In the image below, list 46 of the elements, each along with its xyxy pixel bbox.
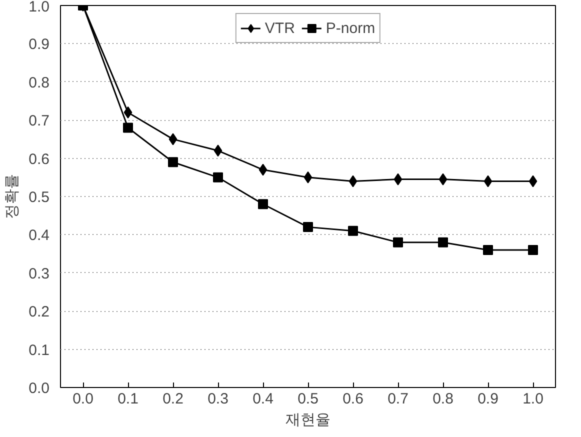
point (258, 164, 268, 176)
point (483, 244, 493, 255)
x-tick-label: 0.4 (252, 390, 274, 408)
y-tick-label: 0.1 (28, 342, 50, 359)
legend-label: P-norm (326, 20, 376, 36)
x-axis-title: 재현율 (286, 412, 330, 428)
point (394, 173, 402, 186)
point (303, 222, 313, 232)
y-tick-label: 0.9 (28, 36, 50, 54)
point (168, 133, 178, 146)
point (304, 171, 312, 184)
point (528, 244, 538, 255)
y-tick-label: 0.7 (28, 112, 50, 130)
x-tick-label: 0.0 (72, 390, 94, 408)
x-tick-label: 1.0 (522, 390, 544, 408)
y-tick-label: 0.2 (28, 304, 50, 321)
x-tick-label: 0.8 (432, 390, 454, 408)
x-tick-label: 0.7 (388, 390, 408, 408)
y-tick-label: 0.6 (28, 150, 50, 168)
legend-label: VTR (264, 20, 295, 36)
point (484, 175, 492, 188)
y-axis-title: 정확률 (4, 174, 21, 219)
x-tick-label: 0.1 (118, 390, 138, 408)
point (348, 175, 358, 188)
point (168, 157, 178, 168)
x-tick-label: 0.9 (478, 390, 498, 408)
point (438, 173, 448, 186)
y-tick-label: 1.0 (28, 0, 50, 16)
point (393, 237, 403, 248)
y-tick-label: 0.4 (28, 227, 50, 244)
y-tick-label: 0.5 (28, 189, 50, 206)
y-tick-label: 0.0 (28, 380, 50, 397)
point (528, 175, 538, 188)
x-tick-label: 0.6 (342, 390, 364, 408)
point (258, 199, 268, 210)
x-tick-label: 0.2 (162, 390, 184, 408)
x-tick-label: 0.5 (298, 390, 318, 408)
point (124, 106, 132, 118)
point (123, 122, 133, 133)
x-tick-label: 0.3 (208, 390, 228, 408)
point (213, 172, 223, 182)
point (438, 237, 448, 248)
y-tick-label: 0.8 (28, 74, 50, 92)
point (348, 226, 358, 236)
y-tick-label: 0.3 (28, 265, 50, 282)
point (214, 144, 222, 157)
